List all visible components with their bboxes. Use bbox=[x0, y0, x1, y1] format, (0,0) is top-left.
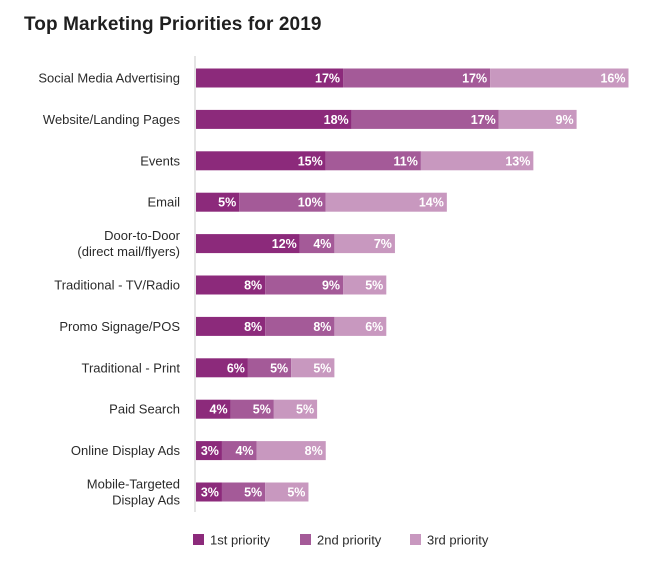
data-label: 8% bbox=[313, 320, 331, 334]
bar-segment-3 bbox=[334, 316, 387, 336]
bar-segment-2 bbox=[325, 151, 421, 171]
bar-segment-3 bbox=[265, 482, 309, 502]
data-label: 3% bbox=[201, 444, 219, 458]
data-label: 3% bbox=[201, 486, 219, 500]
bar-segment-2 bbox=[239, 192, 326, 212]
data-label: 15% bbox=[298, 154, 323, 168]
data-label: 5% bbox=[218, 196, 236, 210]
data-label: 16% bbox=[600, 72, 625, 86]
bar-segment-1 bbox=[196, 68, 344, 88]
data-label: 8% bbox=[244, 320, 262, 334]
bar-segment-2 bbox=[299, 234, 335, 254]
data-label: 12% bbox=[272, 237, 297, 251]
data-label: 9% bbox=[322, 279, 340, 293]
bar-segment-2 bbox=[351, 109, 499, 129]
bar-segment-1 bbox=[196, 399, 231, 419]
bar-segment-1 bbox=[196, 109, 352, 129]
category-label: Door-to-Door (direct mail/flyers) bbox=[77, 228, 180, 259]
legend-swatch bbox=[193, 534, 204, 545]
legend-label: 3rd priority bbox=[427, 533, 489, 548]
data-label: 10% bbox=[298, 196, 323, 210]
category-label: Email bbox=[147, 195, 180, 210]
data-label: 13% bbox=[505, 154, 530, 168]
category-label: Online Display Ads bbox=[71, 443, 181, 458]
category-label-line: Events bbox=[140, 153, 180, 168]
data-label: 5% bbox=[313, 361, 331, 375]
bar-segment-1 bbox=[196, 358, 248, 378]
legend-swatch bbox=[410, 534, 421, 545]
bar-segment-2 bbox=[343, 68, 491, 88]
category-label-line: (direct mail/flyers) bbox=[77, 244, 180, 259]
category-label: Mobile-Targeted Display Ads bbox=[87, 477, 181, 508]
bar-segment-3 bbox=[498, 109, 577, 129]
bar-segment-3 bbox=[490, 68, 629, 88]
data-label: 4% bbox=[313, 237, 331, 251]
bar-segment-3 bbox=[256, 441, 326, 461]
legend-label: 1st priority bbox=[210, 533, 270, 548]
data-label: 17% bbox=[315, 72, 340, 86]
bar-segment-3 bbox=[325, 192, 447, 212]
data-label: 5% bbox=[365, 279, 383, 293]
bar-segment-2 bbox=[247, 358, 292, 378]
category-label: Traditional - TV/Radio bbox=[54, 278, 180, 293]
category-label-line: Door-to-Door bbox=[104, 228, 181, 243]
bar-segment-2 bbox=[230, 399, 274, 419]
bar-segment-1 bbox=[196, 275, 266, 295]
category-label-line: Traditional - Print bbox=[82, 360, 181, 375]
bar-segment-2 bbox=[221, 482, 266, 502]
data-label: 17% bbox=[462, 72, 487, 86]
category-label-line: Mobile-Targeted bbox=[87, 477, 180, 492]
category-label-line: Online Display Ads bbox=[71, 443, 181, 458]
category-label-line: Traditional - TV/Radio bbox=[54, 278, 180, 293]
bar-segment-2 bbox=[265, 316, 335, 336]
data-label: 8% bbox=[244, 279, 262, 293]
category-label: Social Media Advertising bbox=[38, 71, 180, 86]
category-label-line: Website/Landing Pages bbox=[43, 112, 181, 127]
bar-segment-1 bbox=[196, 316, 266, 336]
data-label: 9% bbox=[556, 113, 574, 127]
data-label: 5% bbox=[270, 361, 288, 375]
category-label-line: Email bbox=[147, 195, 180, 210]
bar-segment-1 bbox=[196, 192, 240, 212]
bar-segment-2 bbox=[265, 275, 344, 295]
data-label: 6% bbox=[365, 320, 383, 334]
data-label: 7% bbox=[374, 237, 392, 251]
data-label: 5% bbox=[287, 486, 305, 500]
data-label: 4% bbox=[210, 403, 228, 417]
bar-segment-1 bbox=[196, 151, 326, 171]
data-label: 14% bbox=[419, 196, 444, 210]
category-label-line: Promo Signage/POS bbox=[59, 319, 180, 334]
category-label: Website/Landing Pages bbox=[43, 112, 181, 127]
bar-segment-3 bbox=[343, 275, 387, 295]
bar-segment-3 bbox=[291, 358, 335, 378]
category-label-line: Paid Search bbox=[109, 402, 180, 417]
data-label: 4% bbox=[235, 444, 253, 458]
bar-segment-1 bbox=[196, 441, 222, 461]
category-label: Events bbox=[140, 153, 180, 168]
data-label: 18% bbox=[324, 113, 349, 127]
data-label: 8% bbox=[305, 444, 323, 458]
category-label-line: Display Ads bbox=[112, 493, 180, 508]
legend-swatch bbox=[300, 534, 311, 545]
category-label: Traditional - Print bbox=[82, 360, 181, 375]
data-label: 5% bbox=[253, 403, 271, 417]
data-label: 6% bbox=[227, 361, 245, 375]
category-label: Paid Search bbox=[109, 402, 180, 417]
bar-segment-1 bbox=[196, 482, 222, 502]
data-label: 17% bbox=[471, 113, 496, 127]
bar-segment-2 bbox=[221, 441, 257, 461]
data-label: 5% bbox=[296, 403, 314, 417]
data-label: 11% bbox=[394, 154, 418, 168]
bar-segment-3 bbox=[273, 399, 318, 419]
category-label-line: Social Media Advertising bbox=[38, 71, 180, 86]
bar-segment-3 bbox=[420, 151, 534, 171]
bar-segment-3 bbox=[334, 234, 395, 254]
category-label: Promo Signage/POS bbox=[59, 319, 180, 334]
legend-label: 2nd priority bbox=[317, 533, 382, 548]
data-label: 5% bbox=[244, 486, 262, 500]
bar-segment-1 bbox=[196, 234, 300, 254]
chart-title: Top Marketing Priorities for 2019 bbox=[24, 14, 322, 35]
